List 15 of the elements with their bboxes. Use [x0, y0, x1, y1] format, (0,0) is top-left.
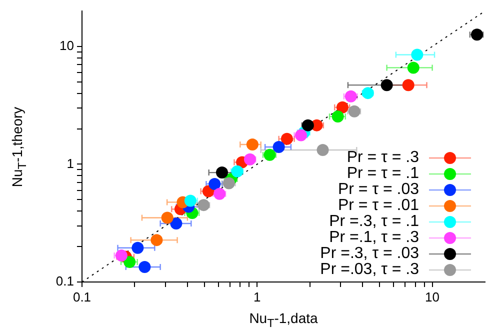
legend-label: Pr = τ = .1 — [346, 165, 419, 182]
x-tick-label: 10 — [425, 289, 440, 304]
legend-label: Pr =.1, τ = .3 — [329, 229, 419, 246]
legend-label: Pr =.3, τ = .1 — [329, 213, 419, 230]
x-tick-label: 1 — [254, 289, 261, 304]
y-tick-label: 1 — [66, 156, 74, 171]
legend-label: Pr = τ = .01 — [338, 197, 419, 214]
x-axis-title: Nu$_{T}$-1,data — [248, 310, 319, 330]
y-tick-label: 10 — [60, 38, 74, 54]
y-tick-label: 0.1 — [56, 274, 74, 289]
legend-label: Pr =.3, τ = .03 — [320, 245, 419, 262]
legend-label: Pr = τ = .3 — [346, 149, 419, 167]
x-tick-label: 0.1 — [72, 289, 92, 304]
legend-label: Pr =.03, τ = .3 — [320, 261, 419, 279]
legend-label: Pr = τ = .03 — [338, 181, 419, 198]
